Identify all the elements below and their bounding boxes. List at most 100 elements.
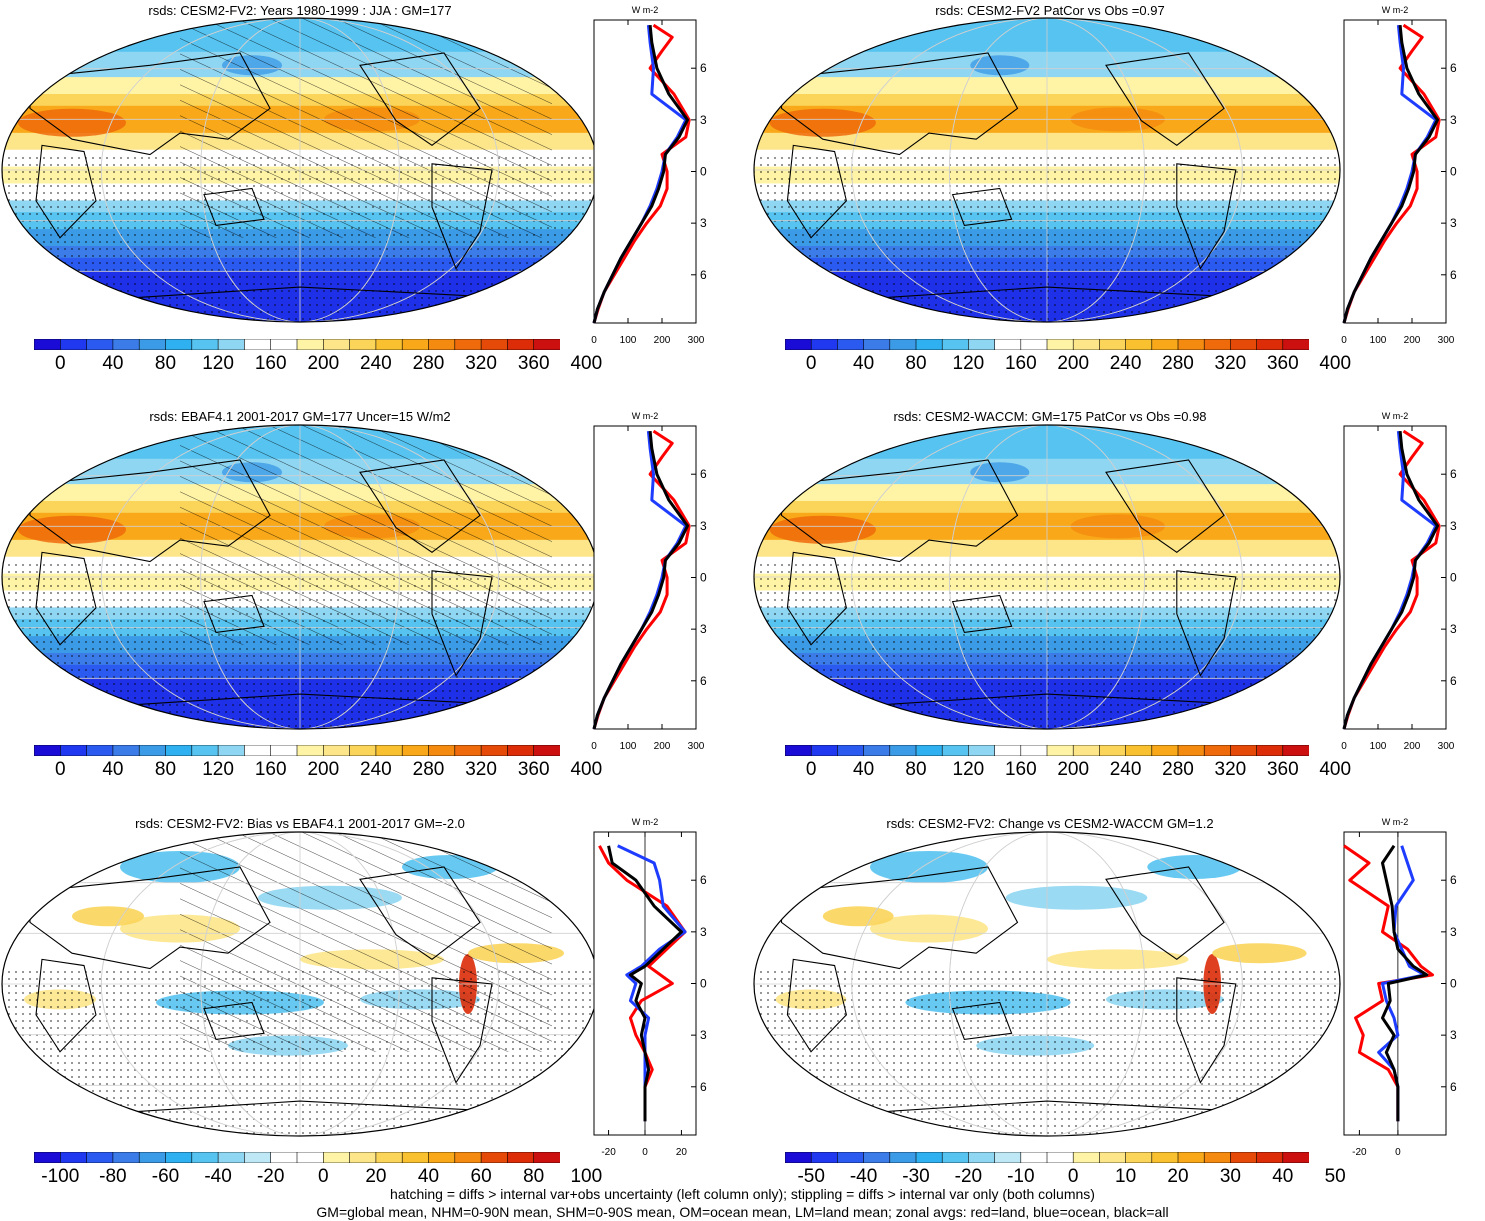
colorbar [34,339,560,350]
colorbar-box [1177,745,1206,756]
colorbar-box [112,339,141,350]
colorbar-tick-label: -60 [151,1166,180,1187]
field-anomaly [1005,885,1148,910]
colorbar-box [968,745,996,756]
colorbar-box [1046,745,1075,756]
zonal-average-plot: W m-2 60N 30N 0 30S 60S -20 0 20 [593,817,707,1158]
colorbar-tick-label: 0 [55,759,66,780]
x-tick-label: 0 [642,1147,648,1158]
graticule-meridian [200,18,400,322]
colorbar [785,745,1309,756]
zonal-all-line [592,431,689,730]
colorbar-tick-label: 10 [1115,1166,1137,1187]
coastline [951,187,1013,227]
colorbar-box [59,1152,88,1163]
lat-tick-label: 60N [1450,873,1457,887]
zonal-frame [593,425,697,730]
coastline [203,1001,265,1041]
colorbar-box [1256,1152,1284,1163]
field-maximum [18,108,126,137]
lat-tick-label: 0 [1450,165,1457,179]
coastline [59,1100,541,1117]
colorbar-box [941,339,970,350]
colorbar-box [349,1152,377,1163]
colorbar-box [138,745,167,756]
zonal-average-plot: W m-2 60N 30N 0 30S 60S 0 100 200 300 [1341,411,1457,752]
colorbar-tick-label: 200 [1057,759,1090,780]
lat-tick-label: 30S [700,1028,707,1042]
colorbar-tick-label: 360 [517,759,550,780]
colorbar-box [994,1152,1022,1163]
coastline [780,52,1019,156]
colorbar-tick-label: 0 [805,353,817,374]
lat-tick-label: 60N [700,61,707,75]
colorbar-box [217,339,246,350]
colorbar-box [837,1152,865,1163]
colorbar-tick-label: -20 [954,1166,983,1187]
colorbar-box [428,339,456,350]
coastline [810,286,1284,303]
colorbar-tick-label: 320 [465,759,497,780]
colorbar-box [244,1152,272,1163]
colorbar-tick-label: 0 [805,759,817,780]
colorbar-box [296,1152,325,1163]
colorbar-box [1177,339,1206,350]
coastline [59,286,541,303]
zonal-frame [1343,19,1447,324]
lat-tick-label: 60S [1450,674,1457,688]
colorbar-tick-label: 240 [1109,353,1142,374]
map-plot [1,831,599,1137]
colorbar-box [837,339,865,350]
colorbar-box [785,1152,813,1163]
coastline [810,1100,1284,1117]
zonal-all-line [607,845,683,1122]
lat-tick-label: 30S [1450,622,1457,636]
colorbar-tick-label: 30 [1219,1166,1241,1187]
colorbar-box [1046,1152,1075,1163]
coastline [1105,459,1225,554]
zonal-unit-label: W m-2 [632,817,659,827]
graticule-meridian [100,18,500,322]
colorbar-box [270,339,298,350]
colorbar-tick-label: 60 [470,1166,492,1187]
colorbar-tick-label: 160 [254,353,287,374]
colorbar-tick-label: 320 [1214,353,1247,374]
colorbar-box [994,745,1022,756]
field-anomaly [1047,949,1189,970]
x-tick-label: 200 [1404,741,1421,752]
colorbar-box [968,339,996,350]
colorbar-tick-label: 240 [360,759,392,780]
colorbar-tick-label: 160 [1004,759,1037,780]
colorbar-tick-label: -30 [902,1166,930,1187]
colorbar-box [994,339,1022,350]
lat-tick-label: 30S [1450,1028,1457,1042]
colorbar-box [533,339,560,350]
field-maximum [769,108,876,137]
x-tick-label: 100 [1370,335,1387,346]
colorbar-tick-label: 200 [307,353,340,374]
colorbar-tick-label: 280 [412,759,445,780]
colorbar-tick-label: 0 [55,353,66,374]
lat-tick-label: 30N [700,519,707,533]
zonal-average-plot: W m-2 60N 30N 0 30S 60S 0 100 200 300 [1341,5,1457,346]
colorbar-box [217,745,246,756]
colorbar-box [34,339,62,350]
colorbar-box [191,1152,219,1163]
colorbar-box [507,339,535,350]
colorbar-box [915,1152,944,1163]
hatching [180,425,552,645]
lat-tick-label: 60S [700,674,707,688]
panel-title: rsds: EBAF4.1 2001-2017 GM=177 Uncer=15 … [149,409,451,424]
coastline [810,693,1284,710]
lat-tick-label: 0 [1450,571,1457,585]
colorbar-box [863,745,891,756]
x-tick-label: -20 [1352,1147,1367,1158]
coastline [35,144,97,239]
colorbar-box [1125,1152,1153,1163]
lat-tick-label: 30N [1450,113,1457,127]
colorbar-tick-label: 400 [1319,353,1352,374]
graticule-meridian [851,832,1243,1136]
colorbar-tick-label: 80 [523,1166,545,1187]
colorbar-box [863,339,891,350]
coastline [786,144,848,239]
